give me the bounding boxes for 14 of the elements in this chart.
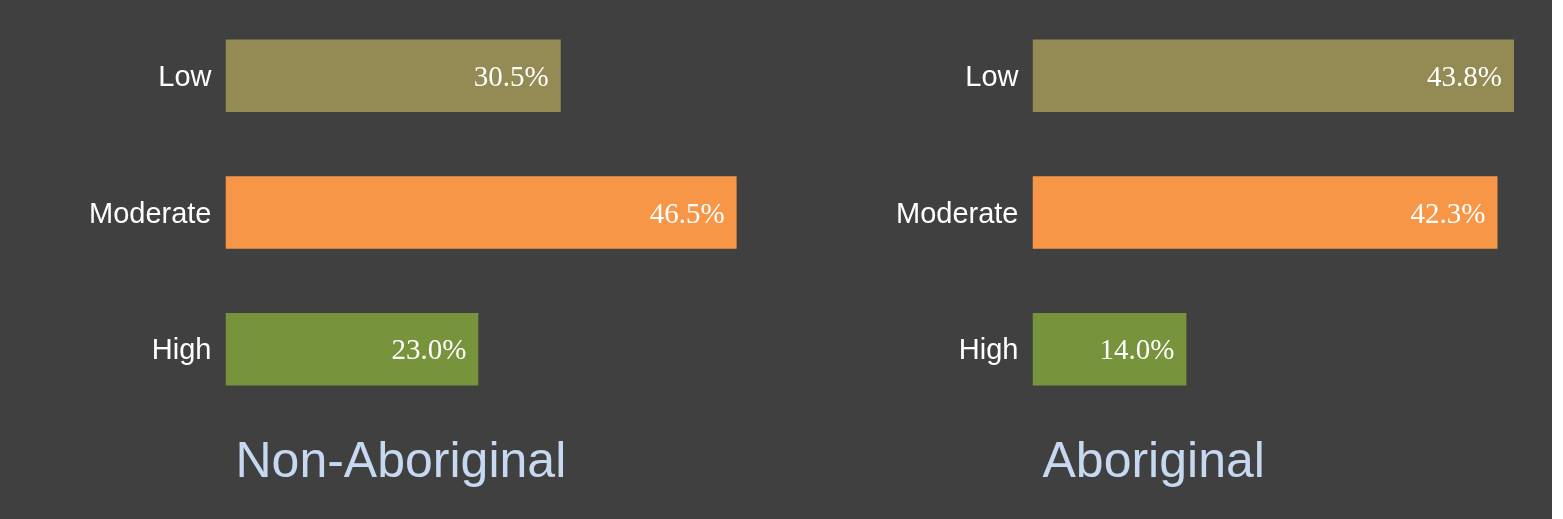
data-label: 43.8% [1427, 59, 1502, 92]
text: Non-Aboriginal [235, 431, 567, 488]
y-tick-label: Low [158, 59, 213, 92]
y-tick-label: Moderate [88, 196, 212, 229]
data-label: 46.5% [649, 196, 725, 229]
y-tick-label: High [958, 333, 1019, 366]
data-label: 42.3% [1410, 196, 1486, 229]
data-label: 14.0% [1099, 333, 1175, 366]
text: Aboriginal [1042, 431, 1265, 488]
data-label: 23.0% [391, 333, 467, 366]
y-tick-label: High [151, 333, 212, 366]
y-tick-label: Moderate [895, 196, 1019, 229]
data-label: 30.5% [473, 59, 549, 92]
y-tick-label: Low [965, 59, 1020, 92]
